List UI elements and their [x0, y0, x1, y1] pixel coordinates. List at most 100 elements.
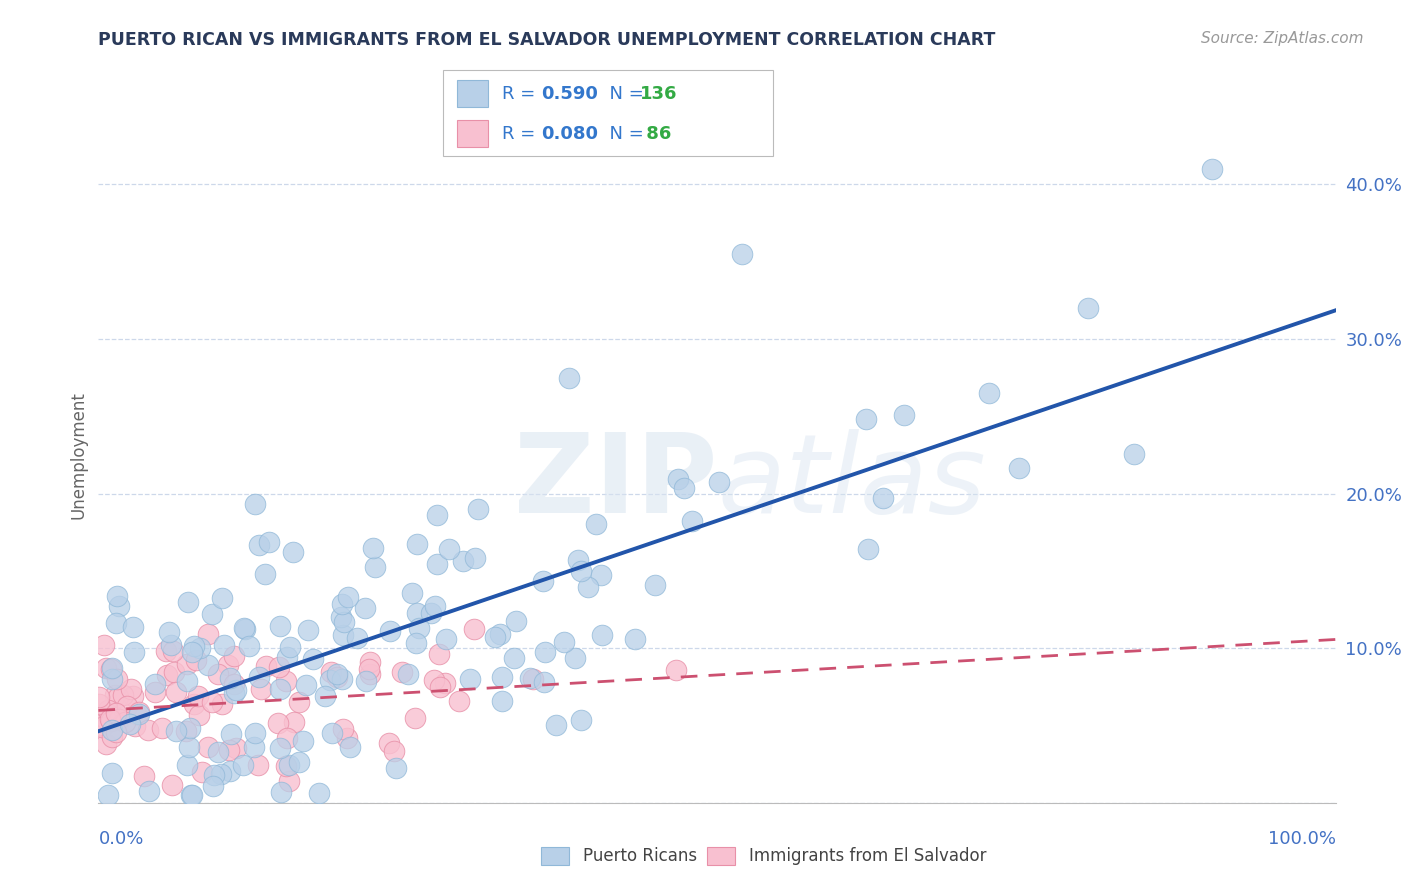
Point	[666, 472, 689, 486]
Text: N =: N =	[598, 85, 650, 103]
Point	[177, 595, 200, 609]
Point	[159, 638, 181, 652]
Point	[232, 758, 254, 772]
Point	[188, 641, 211, 656]
Point	[165, 684, 187, 698]
Point	[425, 599, 447, 614]
Point	[533, 675, 555, 690]
Point	[359, 666, 381, 681]
Point	[1201, 161, 1223, 176]
Point	[163, 665, 186, 679]
Point	[380, 624, 402, 638]
Point	[218, 742, 240, 756]
Point	[143, 677, 166, 691]
Point	[219, 671, 242, 685]
Point	[202, 779, 225, 793]
Point	[180, 788, 202, 802]
Point	[233, 621, 256, 635]
Point	[94, 737, 117, 751]
Point	[429, 680, 451, 694]
Point	[330, 672, 353, 686]
Point	[101, 660, 124, 674]
Point	[519, 672, 541, 686]
Point	[274, 759, 297, 773]
Point	[591, 628, 613, 642]
Point	[439, 541, 461, 556]
Point	[856, 542, 879, 557]
Point	[585, 516, 607, 531]
Point	[427, 647, 450, 661]
Point	[197, 657, 219, 672]
Point	[893, 408, 915, 422]
Point	[314, 689, 336, 703]
Point	[200, 696, 222, 710]
Point	[401, 585, 423, 599]
Point	[98, 712, 121, 726]
Point	[128, 706, 150, 721]
Point	[979, 386, 1001, 401]
Point	[503, 651, 526, 665]
Point	[125, 707, 148, 722]
Point	[534, 644, 557, 658]
Point	[354, 601, 377, 615]
Point	[250, 682, 273, 697]
Point	[270, 784, 292, 798]
Point	[87, 690, 110, 704]
Point	[404, 710, 426, 724]
Point	[247, 669, 270, 683]
Point	[569, 564, 592, 578]
Point	[339, 739, 361, 754]
Point	[330, 597, 353, 611]
Point	[557, 370, 579, 384]
Point	[211, 697, 233, 711]
Text: ZIP: ZIP	[513, 429, 717, 536]
Point	[484, 630, 506, 644]
Point	[396, 666, 419, 681]
Point	[243, 739, 266, 754]
Point	[330, 610, 353, 624]
Point	[522, 672, 544, 686]
Text: 0.080: 0.080	[541, 125, 599, 143]
Point	[283, 715, 305, 730]
Point	[707, 475, 730, 489]
Point	[458, 672, 481, 686]
Point	[254, 566, 277, 581]
Point	[87, 697, 110, 711]
Text: 0.590: 0.590	[541, 85, 598, 103]
Point	[319, 665, 342, 679]
Point	[108, 713, 131, 727]
Point	[364, 559, 387, 574]
Point	[224, 649, 246, 664]
Point	[1007, 461, 1029, 475]
Point	[100, 714, 122, 728]
Point	[207, 667, 229, 681]
Point	[180, 788, 202, 802]
Point	[108, 599, 131, 614]
Point	[356, 673, 378, 688]
Point	[101, 731, 124, 745]
Point	[100, 723, 122, 737]
Point	[569, 713, 592, 727]
Point	[332, 723, 354, 737]
Text: 86: 86	[640, 125, 671, 143]
Text: Puerto Ricans: Puerto Ricans	[583, 847, 697, 865]
Point	[209, 767, 232, 781]
Point	[104, 688, 127, 702]
Point	[644, 578, 666, 592]
Text: Source: ZipAtlas.com: Source: ZipAtlas.com	[1201, 31, 1364, 46]
Point	[155, 644, 177, 658]
Point	[90, 720, 112, 734]
Point	[491, 670, 513, 684]
Point	[218, 764, 240, 778]
Point	[451, 554, 474, 568]
Point	[276, 650, 298, 665]
Point	[406, 537, 429, 551]
Point	[405, 636, 427, 650]
Point	[346, 631, 368, 645]
Point	[567, 553, 589, 567]
Text: 136: 136	[640, 85, 678, 103]
Point	[176, 674, 198, 689]
Point	[359, 655, 381, 669]
Point	[219, 726, 242, 740]
Point	[217, 657, 239, 672]
